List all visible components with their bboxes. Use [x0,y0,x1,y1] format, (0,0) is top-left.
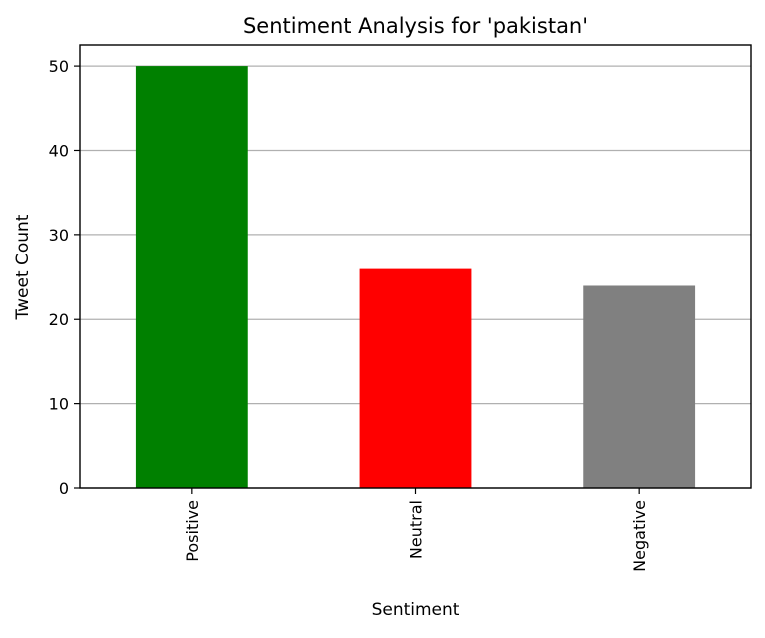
y-tick-label: 30 [49,226,69,245]
y-axis-label: Tweet Count [13,214,33,320]
x-tick-label: Neutral [407,500,426,559]
bar-positive [135,66,248,488]
y-tick-label: 10 [49,395,69,414]
x-axis-label: Sentiment [372,600,460,620]
x-tick-label: Positive [183,500,202,562]
y-tick-label: 50 [49,57,69,76]
bar-negative [583,285,696,488]
axes: 0 10 20 30 40 50 Positive Neutral Negative [49,44,752,572]
y-tick-label: 40 [49,141,69,160]
bar-neutral [359,268,472,488]
chart-title: Sentiment Analysis for 'pakistan' [243,14,588,38]
bars [135,66,696,488]
y-tick-label: 20 [49,310,69,329]
x-tick-label: Negative [630,500,649,572]
y-tick-label: 0 [59,479,69,498]
